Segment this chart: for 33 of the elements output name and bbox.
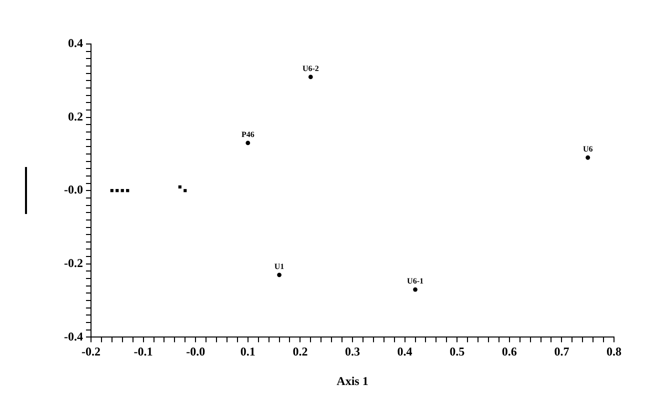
x-tick-label: 0.1 (240, 344, 256, 358)
point (126, 189, 130, 192)
x-tick-label: 0.8 (606, 344, 622, 358)
point (308, 74, 313, 80)
x-tick-label: 0.4 (397, 344, 412, 358)
x-tick-label: -0.0 (186, 344, 206, 358)
x-tick-label: 0.5 (450, 344, 465, 358)
x-tick-label: -0.2 (81, 344, 100, 358)
point (184, 189, 187, 192)
point (246, 140, 250, 146)
y-tick-label: -0.4 (64, 329, 83, 344)
x-tick-label: 0.6 (502, 344, 517, 358)
point (413, 287, 418, 292)
annotation: U6-1 (407, 276, 424, 286)
y-tick-label: 0.4 (68, 36, 83, 50)
point (120, 189, 124, 192)
annotation: U1 (274, 262, 284, 271)
x-tick-label: 0.7 (554, 344, 570, 358)
x-tick-label: 0.3 (345, 344, 360, 358)
y-tick-label: -0.2 (64, 256, 83, 270)
annotation: U6-2 (302, 64, 319, 74)
x-axis-title: Axis 1 (336, 374, 368, 388)
point (586, 155, 590, 160)
x-tick-label: -0.1 (134, 344, 153, 358)
y-tick-label: 0.2 (68, 109, 83, 124)
point (110, 189, 114, 192)
y-tick-label: -0.0 (64, 182, 83, 197)
point (277, 272, 282, 278)
annotation: U6 (582, 144, 593, 154)
point (178, 185, 182, 188)
point (116, 189, 119, 192)
annotation: P46 (241, 130, 254, 140)
x-tick-label: 0.2 (292, 344, 308, 358)
